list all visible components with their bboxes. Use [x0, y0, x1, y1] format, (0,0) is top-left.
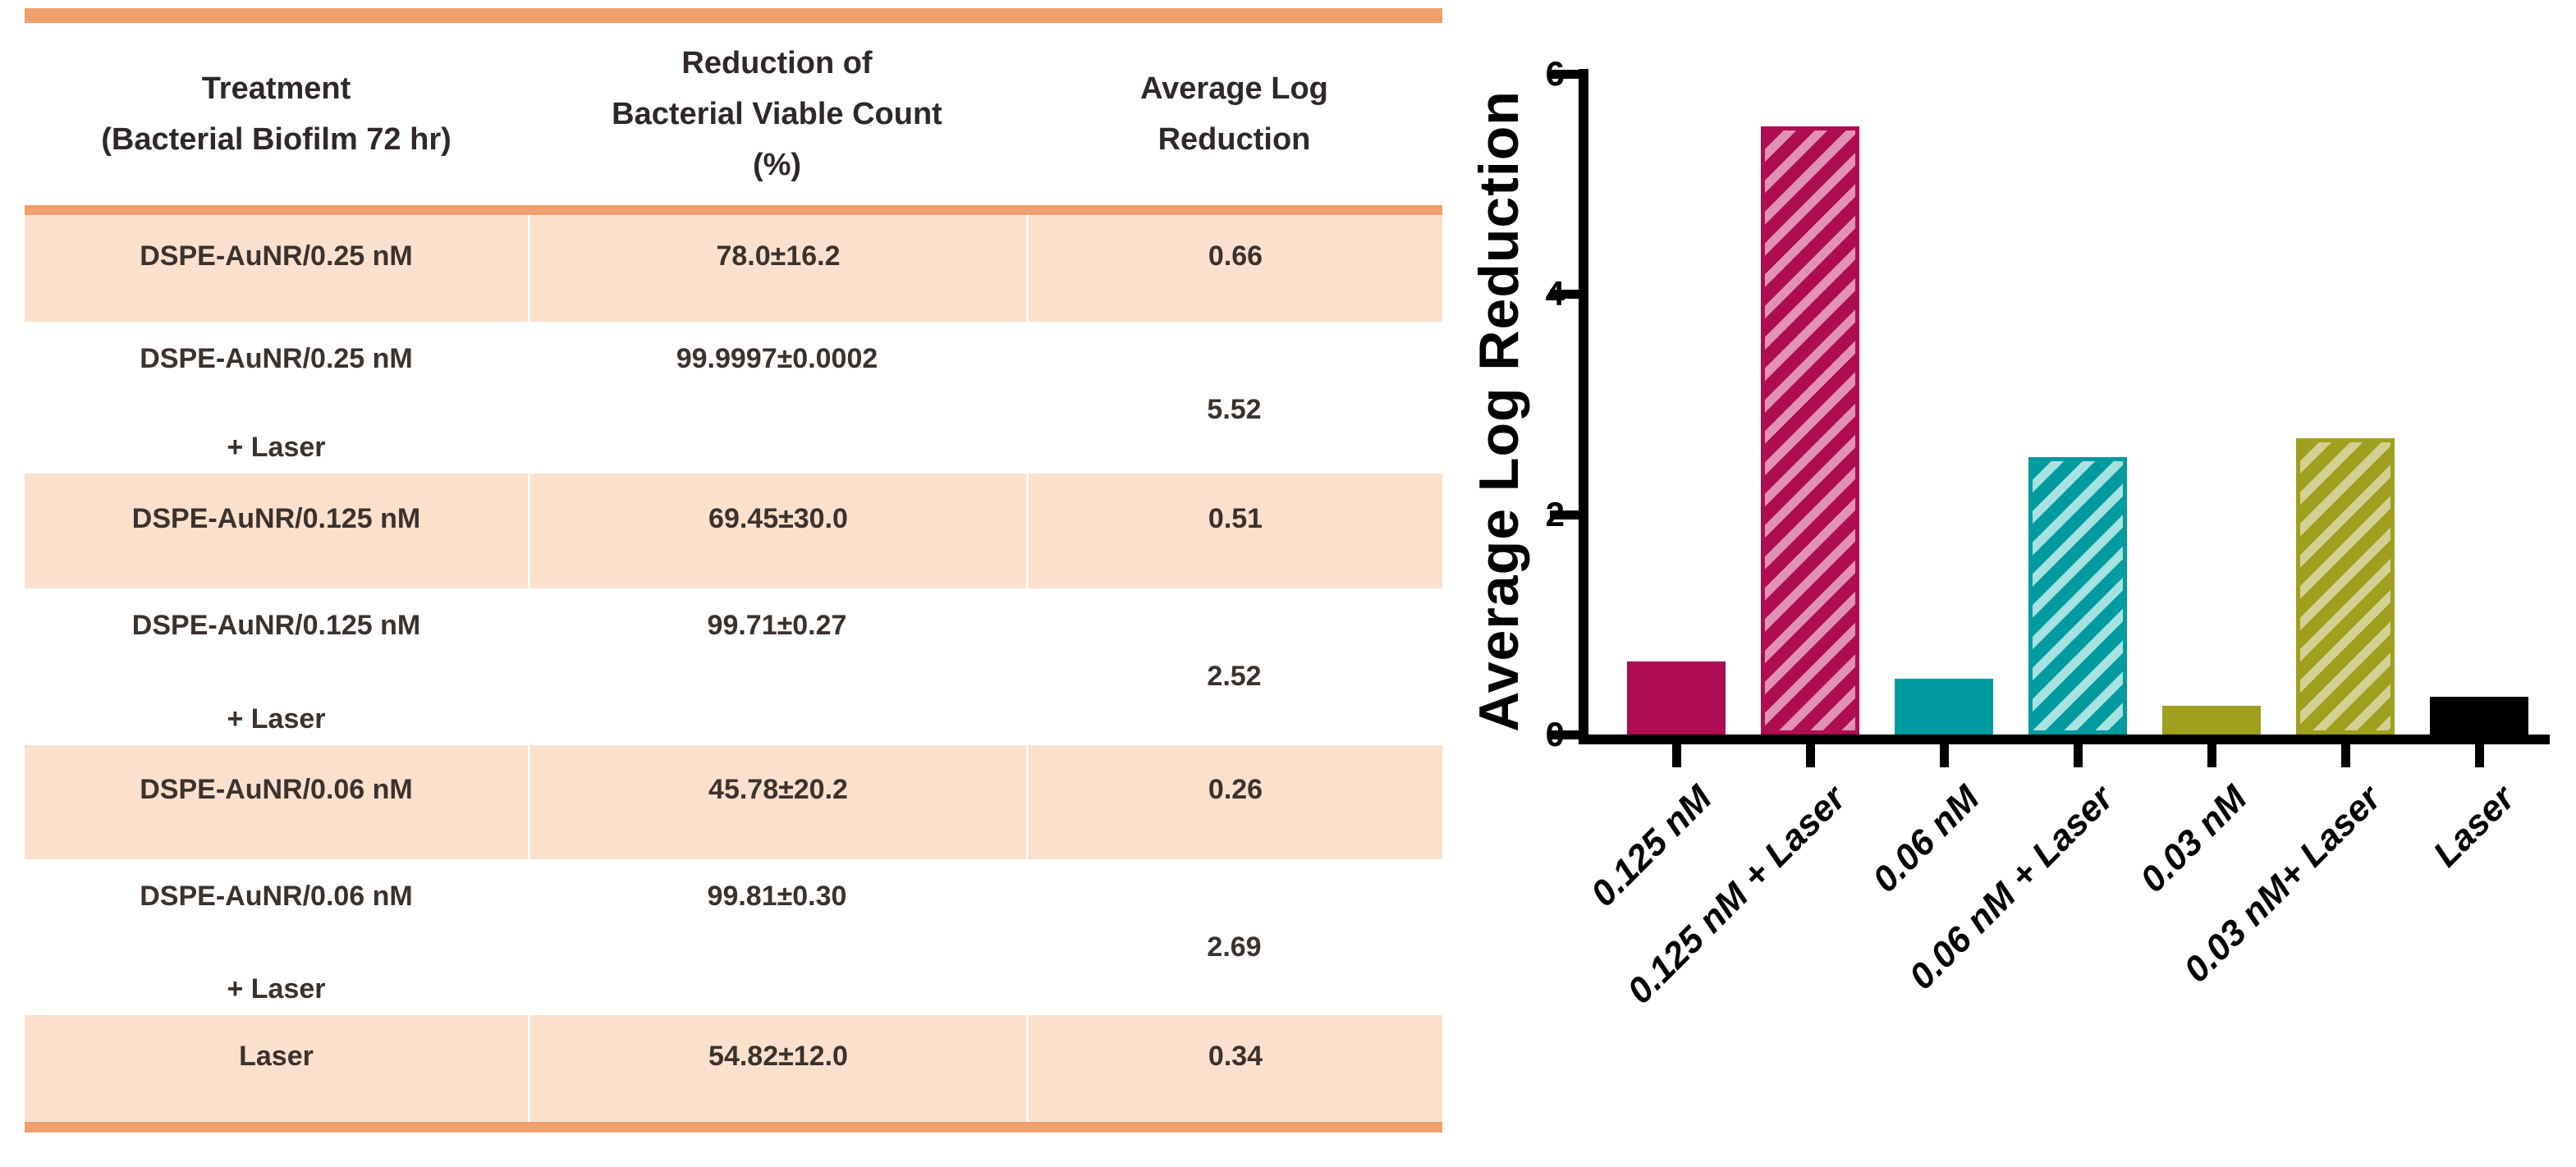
y-tick: [1550, 69, 1579, 79]
cell-log-reduction: 5.52: [1026, 322, 1442, 474]
treatment-name: Laser: [239, 1040, 314, 1072]
log-reduction-value: 2.69: [1207, 931, 1262, 963]
cell-log-reduction: 0.66: [1026, 215, 1442, 322]
treatment-laser-suffix: + Laser: [227, 432, 326, 463]
x-tick: [2475, 744, 2484, 767]
reduction-value: 78.0±16.2: [716, 240, 841, 272]
log-reduction-value: 0.34: [1208, 1040, 1263, 1072]
header-reduction-line1: Reduction of: [681, 46, 873, 80]
table-row: Laser 54.82±12.0 0.34: [25, 1015, 1442, 1122]
header-treatment: Treatment (Bacterial Biofilm 72 hr): [25, 23, 528, 205]
cell-log-reduction: 0.51: [1026, 474, 1442, 588]
table-header-divider: [25, 205, 1442, 215]
y-tick-label: 4: [1545, 274, 1565, 313]
cell-log-reduction: 2.69: [1026, 859, 1442, 1015]
table-row: DSPE-AuNR/0.06 nM + Laser 99.81±0.30 2.69: [25, 859, 1442, 1015]
y-axis-line: [1579, 69, 1588, 744]
x-tick: [2341, 744, 2350, 767]
cell-reduction-percent: 99.71±0.27: [528, 588, 1026, 745]
cell-treatment: DSPE-AuNR/0.06 nM: [25, 745, 528, 859]
table-row: DSPE-AuNR/0.125 nM 69.45±30.0 0.51: [25, 474, 1442, 588]
cell-log-reduction: 2.52: [1026, 588, 1442, 745]
log-reduction-value: 2.52: [1207, 661, 1262, 692]
y-tick-label: 6: [1545, 53, 1565, 93]
y-tick-label: 0: [1545, 715, 1565, 753]
cell-treatment: DSPE-AuNR/0.06 nM + Laser: [25, 859, 528, 1015]
y-axis-title: Average Log Reduction: [1468, 90, 1530, 732]
table-row: DSPE-AuNR/0.06 nM 45.78±20.2 0.26: [25, 745, 1442, 859]
bar-0.03-nm-laser: [2296, 438, 2395, 735]
treatment-laser-suffix: + Laser: [227, 703, 326, 735]
x-axis-line: [1579, 735, 2550, 744]
cell-treatment: DSPE-AuNR/0.125 nM + Laser: [25, 588, 528, 745]
table-bottom-border: [25, 1122, 1442, 1133]
table-body: DSPE-AuNR/0.25 nM 78.0±16.2 0.66 DSPE-AuNR/…: [25, 215, 1442, 1122]
reduction-value: 69.45±30.0: [708, 502, 848, 534]
treatment-name: DSPE-AuNR/0.125 nM: [131, 502, 421, 534]
x-tick: [2207, 744, 2216, 767]
log-reduction-value: 0.26: [1208, 774, 1263, 805]
header-treatment-line2: (Bacterial Biofilm 72 hr): [101, 122, 451, 157]
bar-0.125-nm-laser: [1761, 126, 1859, 735]
treatment-name: DSPE-AuNR/0.06 nM: [140, 774, 413, 805]
table-row: DSPE-AuNR/0.25 nM + Laser 99.9997±0.0002 5.…: [25, 322, 1442, 474]
reduction-value: 54.82±12.0: [708, 1040, 848, 1072]
cell-reduction-percent: 99.9997±0.0002: [528, 322, 1026, 474]
y-tick-label: 2: [1545, 494, 1565, 533]
header-log-reduction-line1: Average Log: [1140, 71, 1328, 106]
cell-log-reduction: 0.34: [1026, 1015, 1442, 1122]
x-tick: [2074, 744, 2083, 767]
header-reduction-line3: (%): [752, 148, 802, 182]
cell-reduction-percent: 69.45±30.0: [528, 474, 1026, 588]
table-row: DSPE-AuNR/0.125 nM + Laser 99.71±0.27 2.52: [25, 588, 1442, 745]
log-reduction-value: 0.51: [1208, 502, 1263, 534]
treatment-name: DSPE-AuNR/0.06 nM: [140, 881, 413, 912]
y-tick: [1550, 290, 1579, 300]
header-log-reduction-line2: Reduction: [1157, 122, 1311, 157]
treatment-name: DSPE-AuNR/0.25 nM: [140, 240, 413, 272]
bar-0.03-nm: [2162, 706, 2261, 735]
cell-treatment: Laser: [25, 1015, 528, 1122]
bar-0.06-nm: [1895, 679, 1993, 735]
header-log-reduction: Average Log Reduction: [1026, 23, 1442, 205]
log-reduction-value: 0.66: [1208, 240, 1263, 272]
cell-reduction-percent: 99.81±0.30: [528, 859, 1026, 1015]
cell-log-reduction: 0.26: [1026, 745, 1442, 859]
table-row: DSPE-AuNR/0.25 nM 78.0±16.2 0.66: [25, 215, 1442, 322]
bar-0.06-nm-laser: [2028, 457, 2127, 735]
log-reduction-value: 5.52: [1207, 394, 1262, 425]
cell-reduction-percent: 54.82±12.0: [528, 1015, 1026, 1122]
treatment-name: DSPE-AuNR/0.125 nM: [131, 610, 421, 641]
cell-treatment: DSPE-AuNR/0.25 nM: [25, 215, 528, 322]
x-tick: [1940, 744, 1949, 767]
header-treatment-line1: Treatment: [201, 71, 351, 106]
bar-laser: [2430, 697, 2528, 735]
x-tick: [1672, 744, 1681, 767]
header-reduction: Reduction of Bacterial Viable Count (%): [528, 23, 1026, 205]
y-tick: [1550, 510, 1579, 519]
header-reduction-line2: Bacterial Viable Count: [612, 97, 942, 131]
treatment-name: DSPE-AuNR/0.25 nM: [140, 343, 413, 374]
reduction-value: 99.9997±0.0002: [676, 343, 878, 374]
table-top-border: [25, 8, 1442, 23]
cell-reduction-percent: 78.0±16.2: [528, 215, 1026, 322]
treatment-laser-suffix: + Laser: [227, 973, 326, 1005]
table-header-row: Treatment (Bacterial Biofilm 72 hr) Redu…: [25, 23, 1442, 205]
x-tick: [1806, 744, 1815, 767]
bar-0.125-nm: [1627, 661, 1726, 735]
reduction-value: 99.71±0.27: [707, 610, 847, 641]
cell-treatment: DSPE-AuNR/0.25 nM + Laser: [25, 322, 528, 474]
treatment-results-table: Treatment (Bacterial Biofilm 72 hr) Redu…: [25, 8, 1442, 1133]
cell-reduction-percent: 45.78±20.2: [528, 745, 1026, 859]
y-tick: [1550, 730, 1579, 739]
cell-treatment: DSPE-AuNR/0.125 nM: [25, 474, 528, 588]
reduction-value: 99.81±0.30: [707, 881, 847, 912]
reduction-value: 45.78±20.2: [708, 774, 848, 805]
